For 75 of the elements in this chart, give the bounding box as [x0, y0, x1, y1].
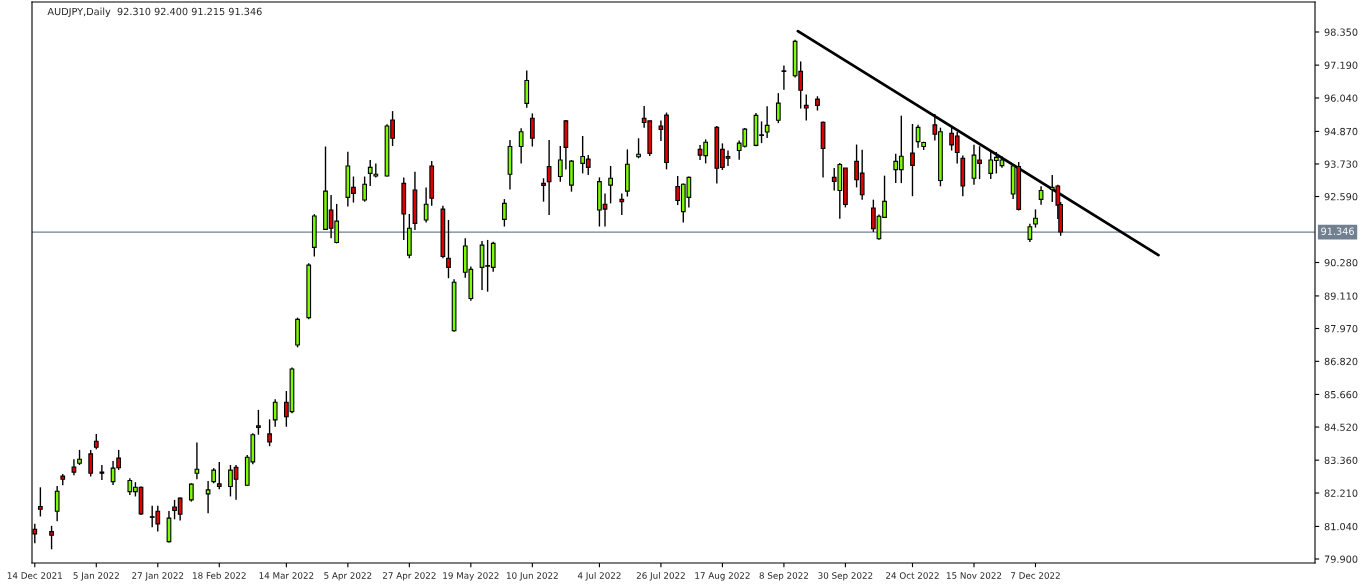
candlestick — [267, 418, 272, 447]
candlestick — [367, 159, 373, 187]
x-tick-label: 4 Jul 2022 — [577, 572, 621, 581]
candlestick — [803, 93, 809, 122]
y-tick-label: 93.730 — [1324, 160, 1358, 168]
x-tick-label: 27 Jan 2022 — [132, 572, 184, 581]
candlestick — [99, 464, 105, 481]
x-tick-label: 10 Jun 2022 — [506, 572, 558, 581]
ref-line-label: 91.346 — [1321, 227, 1354, 235]
y-tick-label: 97.190 — [1324, 61, 1358, 69]
candlestick — [524, 69, 530, 109]
candlestick — [636, 137, 641, 159]
y-tick-label: 81.040 — [1324, 522, 1358, 531]
y-tick-label: 82.210 — [1324, 489, 1358, 497]
x-tick-label: 17 Aug 2022 — [695, 572, 750, 581]
candlestick — [205, 480, 211, 514]
x-tick-label: 30 Sep 2022 — [818, 572, 873, 581]
candlestick — [1027, 222, 1033, 243]
candlestick — [110, 460, 116, 486]
candlestick — [781, 64, 787, 91]
y-tick-label: 85.660 — [1324, 390, 1358, 399]
x-tick-label: 24 Oct 2022 — [886, 572, 939, 579]
candlestick — [166, 510, 172, 544]
y-tick-label: 90.280 — [1324, 258, 1358, 267]
y-tick-label: 98.350 — [1324, 28, 1358, 36]
x-tick-label: 15 Nov 2022 — [946, 572, 1002, 579]
x-tick-label: 26 Jul 2022 — [636, 572, 685, 581]
y-tick-label: 83.360 — [1324, 456, 1358, 464]
candlestick — [557, 145, 563, 183]
y-tick-label: 79.900 — [1324, 555, 1358, 563]
candlestick — [49, 525, 54, 550]
x-tick-label: 14 Mar 2022 — [259, 572, 314, 579]
candlestick — [38, 486, 43, 518]
text: AUDJPY,Daily 92.310 92.400 91.215 91.346 — [47, 7, 262, 18]
x-tick-label: 18 Feb 2022 — [193, 572, 246, 579]
candlestick — [216, 461, 222, 490]
candlestick — [569, 159, 574, 193]
candlestick — [518, 127, 524, 165]
candlestick — [272, 398, 278, 428]
y-tick-label: 84.520 — [1324, 423, 1358, 431]
x-tick-label: 19 May 2022 — [443, 572, 499, 581]
x-tick-label: 5 Apr 2022 — [324, 572, 372, 581]
x-tick-label: 27 Apr 2022 — [382, 572, 436, 581]
candlestick — [541, 177, 546, 203]
candlestick — [619, 192, 625, 216]
candlestick — [608, 165, 613, 205]
candlestick — [502, 198, 507, 228]
candlestick — [194, 441, 200, 481]
y-tick-label: 87.970 — [1324, 324, 1358, 333]
candlestick — [1033, 208, 1038, 229]
x-tick-label: 14 Dec 2021 — [7, 572, 62, 579]
y-tick-label: 94.870 — [1324, 127, 1358, 136]
y-tick-label: 92.590 — [1324, 193, 1358, 201]
candlestick — [775, 92, 781, 124]
candlestick — [764, 105, 770, 139]
y-tick-label: 86.820 — [1324, 357, 1358, 366]
candlestick — [546, 139, 552, 216]
candlestick — [446, 219, 451, 279]
candlestick — [915, 124, 921, 149]
candlestick — [1038, 185, 1044, 206]
candlestick — [116, 449, 122, 471]
y-tick-label: 89.110 — [1324, 292, 1358, 300]
candlestick — [54, 485, 60, 522]
candlestick — [373, 162, 379, 179]
candlestick — [88, 449, 94, 478]
candlestick — [910, 123, 915, 197]
candlestick — [256, 409, 261, 436]
candlestick — [423, 186, 429, 224]
x-tick-label: 5 Jan 2022 — [73, 572, 119, 581]
candlestick — [188, 482, 194, 503]
candlestick — [362, 175, 368, 203]
x-tick-label: 8 Sep 2022 — [759, 572, 808, 581]
x-tick-label: 7 Dec 2022 — [1011, 572, 1060, 579]
candlestick — [529, 112, 535, 148]
y-tick-label: 96.040 — [1324, 94, 1358, 102]
